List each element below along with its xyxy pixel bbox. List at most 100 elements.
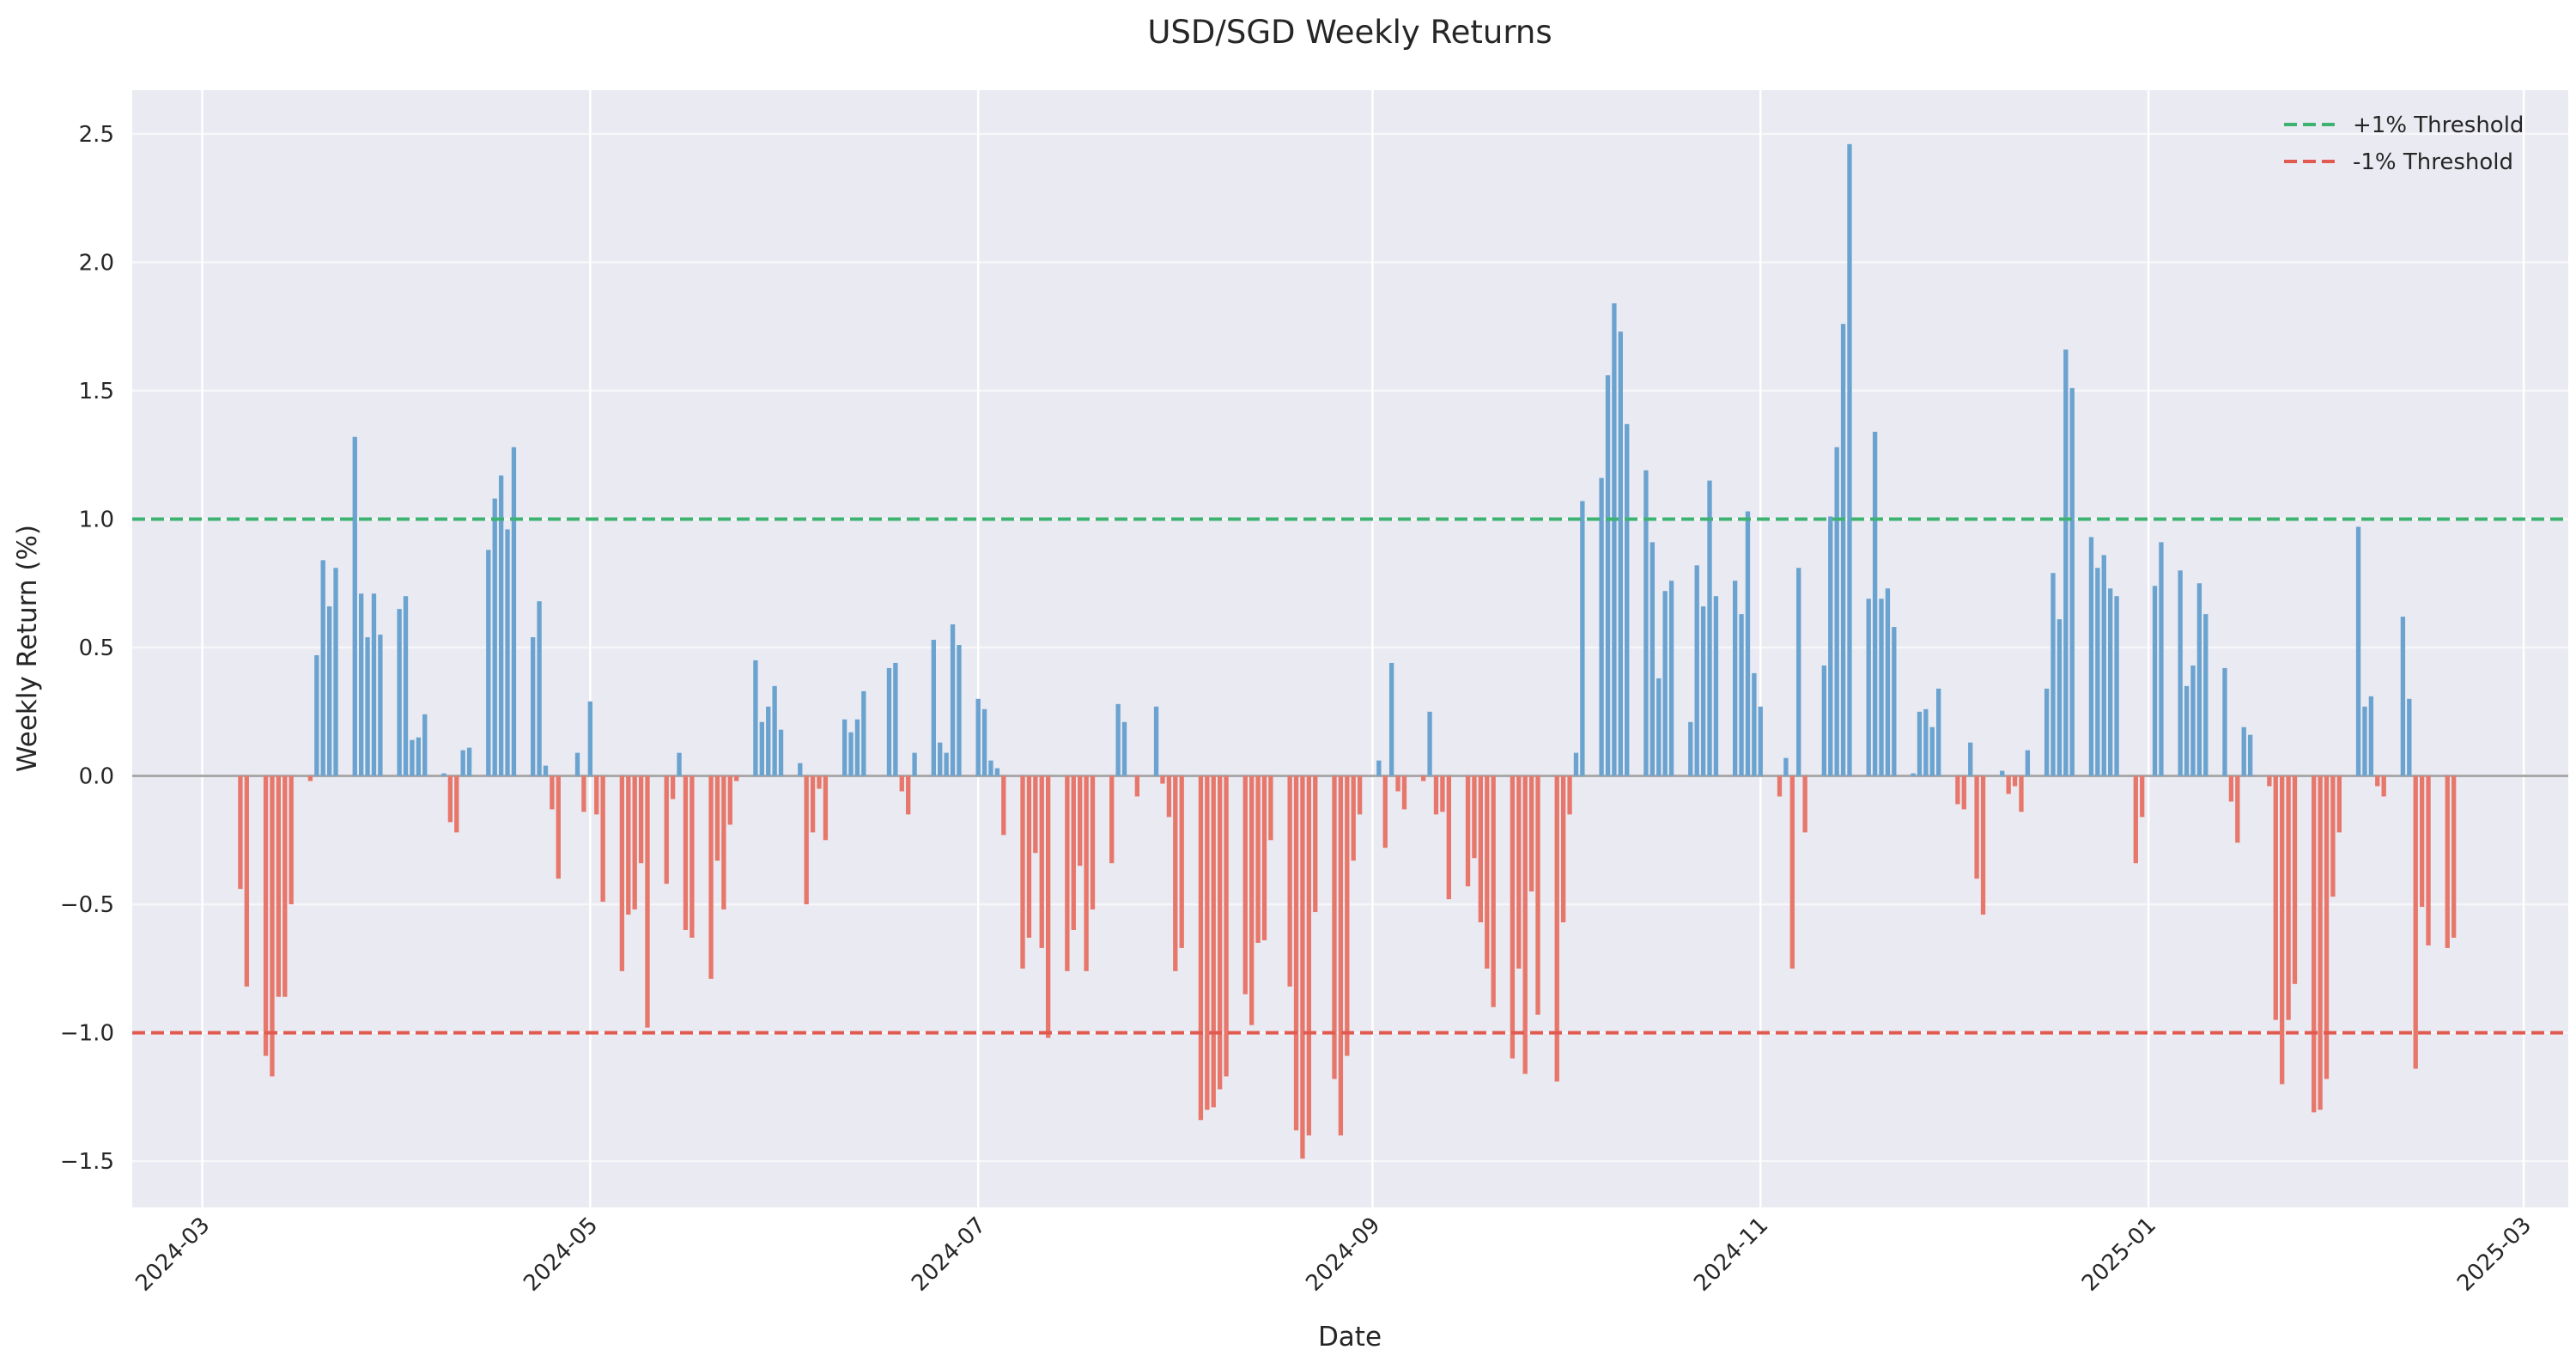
bar <box>314 654 319 776</box>
x-tick-label: 2024-07 <box>907 1213 991 1297</box>
bar <box>238 775 243 890</box>
bar <box>1351 775 1356 861</box>
bar <box>683 775 689 930</box>
bar <box>283 775 288 997</box>
bar <box>378 635 383 776</box>
bar <box>1758 706 1763 776</box>
y-tick-label: 2.5 <box>79 122 114 148</box>
x-tick-label: 2024-05 <box>519 1213 603 1297</box>
bar <box>2419 775 2425 908</box>
bar <box>537 601 542 776</box>
x-tick-label: 2024-03 <box>131 1213 215 1297</box>
bar <box>2228 775 2234 802</box>
bar <box>2375 775 2380 787</box>
bar <box>1109 775 1115 864</box>
bar <box>371 593 377 776</box>
bar <box>1834 447 1839 776</box>
bar <box>2050 573 2056 776</box>
bar <box>753 660 758 776</box>
bar <box>1649 542 1656 776</box>
bar <box>1955 775 1960 805</box>
bar <box>276 775 282 997</box>
y-tick-label: 0.5 <box>79 635 114 661</box>
bar <box>1522 775 1528 1074</box>
bar <box>581 775 586 812</box>
bar <box>817 775 822 789</box>
bar <box>727 775 732 825</box>
x-tick-labels: 2024-03 2024-05 2024-07 2024-09 2024-11 2025-… <box>131 1213 2537 1297</box>
bar <box>2318 775 2323 1110</box>
bar <box>772 685 777 776</box>
bar <box>1879 599 1884 776</box>
bar <box>638 775 644 864</box>
bar <box>2247 734 2253 776</box>
bar <box>1065 775 1070 971</box>
bar <box>416 737 421 776</box>
bar <box>1605 374 1611 776</box>
bar <box>466 747 472 776</box>
bar <box>975 698 981 776</box>
bar <box>1045 775 1051 1038</box>
bar <box>1656 678 1662 776</box>
bar <box>1026 775 1032 938</box>
bar <box>1745 511 1751 776</box>
bar <box>307 775 313 781</box>
bar <box>1694 565 1699 776</box>
bar <box>2044 688 2050 776</box>
bar <box>1205 775 1210 1110</box>
bar <box>2222 667 2227 776</box>
bar <box>1739 614 1744 776</box>
bar <box>708 775 714 979</box>
bar <box>1668 581 1674 776</box>
bar <box>664 775 669 885</box>
bar <box>2426 775 2431 945</box>
plot-background <box>132 90 2568 1207</box>
bar <box>1287 775 1292 987</box>
bar <box>1892 627 1897 776</box>
bar <box>244 775 249 987</box>
x-tick-label: 2025-03 <box>2452 1213 2537 1297</box>
bar <box>1249 775 1255 1025</box>
bar <box>1961 775 1966 810</box>
bar <box>1516 775 1522 969</box>
bar <box>1242 775 1248 994</box>
bar <box>1560 775 1566 923</box>
y-tick-label: −1.0 <box>60 1021 114 1047</box>
legend: +1% Threshold -1% Threshold <box>2284 112 2524 175</box>
bar <box>486 550 491 776</box>
x-axis-label: Date <box>1318 1322 1382 1353</box>
bar <box>333 568 338 776</box>
bar <box>2355 526 2361 776</box>
bar <box>912 752 917 776</box>
bar <box>2196 583 2202 776</box>
bar <box>289 775 294 905</box>
bar <box>994 768 1000 776</box>
bar <box>1847 143 1852 776</box>
bar <box>1821 665 1827 776</box>
bar <box>2292 775 2298 984</box>
bar <box>645 775 650 1028</box>
bar <box>1153 706 1159 776</box>
bar <box>1599 477 1604 776</box>
bar <box>1166 775 1172 818</box>
bars <box>238 143 2457 1159</box>
bar <box>2133 775 2138 864</box>
bar <box>352 436 357 776</box>
bar <box>632 775 637 910</box>
bar <box>1357 775 1363 815</box>
bar <box>2280 775 2285 1085</box>
bar <box>1078 775 1083 866</box>
bar <box>1160 775 1165 784</box>
bar <box>1306 775 1312 1136</box>
bar <box>1332 775 1337 1079</box>
y-tick-label: 1.0 <box>79 507 114 532</box>
bar <box>397 609 402 776</box>
bar <box>1261 775 1267 940</box>
y-tick-label: 1.5 <box>79 379 114 404</box>
bar <box>1198 775 1204 1121</box>
bar <box>2368 696 2374 776</box>
bar <box>950 624 956 776</box>
bar <box>505 529 510 776</box>
bar <box>670 775 676 800</box>
